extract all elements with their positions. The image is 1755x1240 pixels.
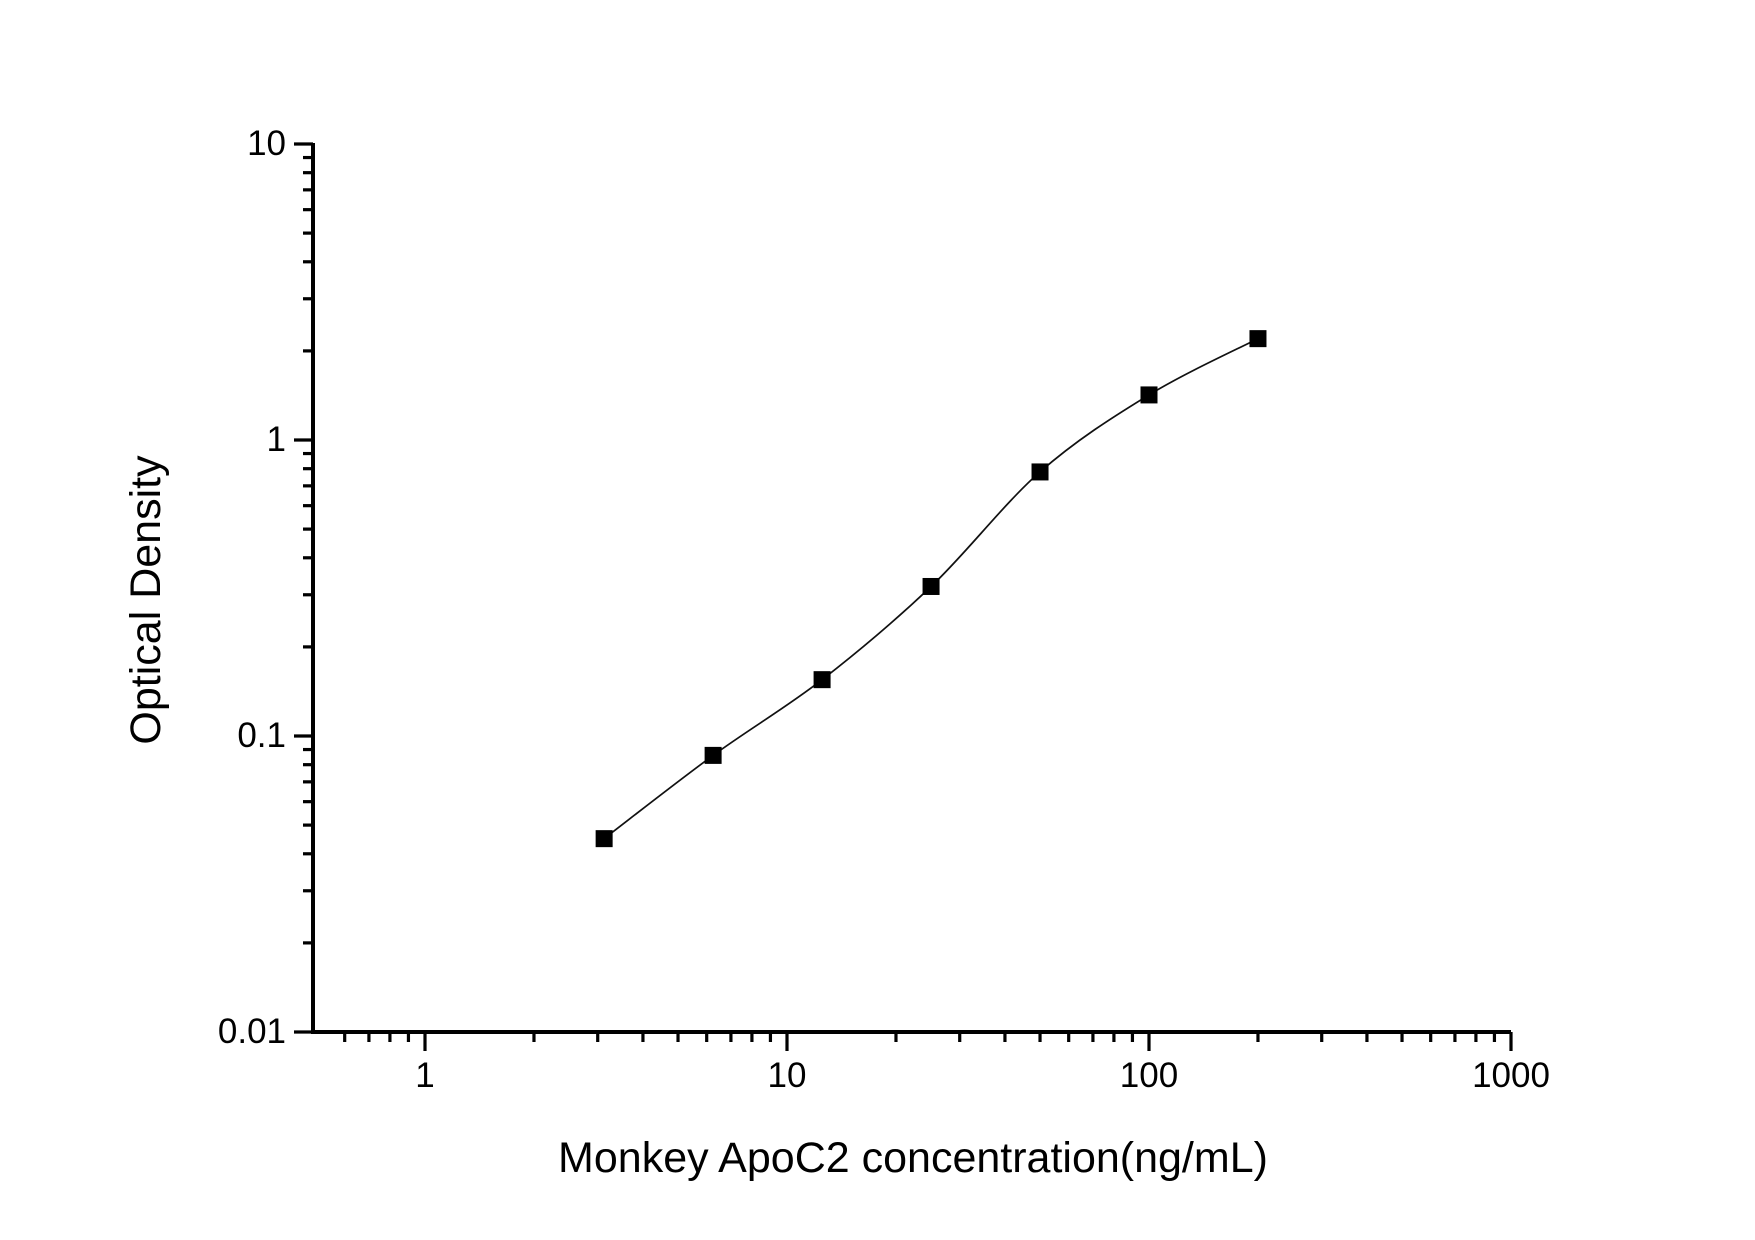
- data-point-marker: [922, 577, 940, 595]
- x-tick-label: 100: [1119, 1056, 1179, 1095]
- data-point-marker: [704, 746, 722, 764]
- y-tick-label: 1: [266, 420, 286, 459]
- y-tick-label: 10: [247, 124, 286, 163]
- x-axis-title: Monkey ApoC2 concentration(ng/mL): [558, 1134, 1268, 1182]
- data-point-marker: [1249, 330, 1267, 348]
- y-tick-label: 0.1: [237, 716, 286, 755]
- y-tick-label: 0.01: [217, 1012, 286, 1051]
- x-tick-label: 1: [415, 1056, 435, 1095]
- data-point-marker: [1140, 386, 1158, 404]
- data-point-marker: [1031, 463, 1049, 481]
- y-axis-title: Optical Density: [122, 455, 170, 745]
- data-point-marker: [595, 830, 613, 848]
- data-point-marker: [813, 671, 831, 689]
- x-tick-label: 1000: [1472, 1056, 1550, 1095]
- x-tick-label: 10: [767, 1056, 807, 1095]
